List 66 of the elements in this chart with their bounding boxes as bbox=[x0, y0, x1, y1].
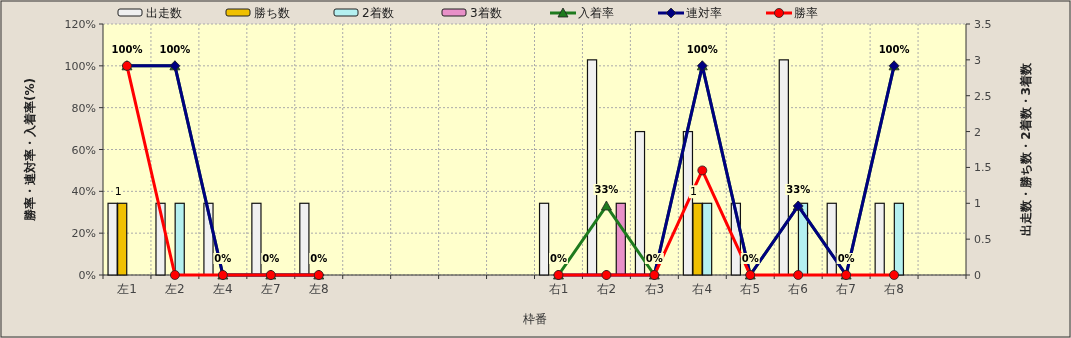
point bbox=[601, 200, 612, 211]
bar bbox=[893, 202, 905, 276]
y-axis-title: 勝率・連対率・入着率(%) bbox=[23, 78, 37, 222]
x-tick-label: 左8 bbox=[308, 282, 329, 296]
y2-tick-label: 3 bbox=[974, 53, 981, 67]
point bbox=[697, 165, 708, 176]
x-tick-label: 左2 bbox=[165, 282, 185, 296]
data-label: 0% bbox=[837, 253, 855, 264]
legend-label: 勝率 bbox=[794, 6, 818, 20]
bar bbox=[874, 202, 885, 276]
point bbox=[889, 270, 899, 280]
data-label: 1 bbox=[114, 185, 122, 199]
y-tick-label: 0% bbox=[78, 269, 96, 282]
data-label: 0% bbox=[262, 253, 280, 264]
y-tick-label: 60% bbox=[71, 143, 96, 157]
y2-tick-label: 0 bbox=[974, 269, 981, 282]
y2-tick-label: 1.5 bbox=[974, 161, 992, 175]
bar bbox=[538, 202, 550, 276]
data-label: 0% bbox=[741, 253, 759, 264]
bar bbox=[634, 130, 646, 276]
bar bbox=[174, 202, 185, 276]
data-label: 1 bbox=[690, 185, 698, 199]
legend-label: 3着数 bbox=[470, 6, 502, 20]
data-label: 0% bbox=[214, 253, 232, 264]
data-label: 100% bbox=[159, 43, 191, 55]
y2-axis-title: 出走数・勝ち数・2着数・3着数 bbox=[1019, 62, 1033, 236]
x-tick-label: 右3 bbox=[644, 282, 665, 296]
y2-tick-label: 2.5 bbox=[974, 89, 992, 103]
point bbox=[170, 270, 180, 280]
x-tick-label: 右1 bbox=[548, 282, 569, 296]
x-tick-label: 左1 bbox=[117, 282, 137, 296]
data-label: 100% bbox=[111, 43, 143, 55]
bar bbox=[299, 202, 310, 276]
x-tick-label: 左4 bbox=[213, 282, 233, 296]
y2-tick-label: 3.5 bbox=[974, 18, 992, 31]
data-label: 0% bbox=[310, 253, 328, 264]
x-tick-label: 右7 bbox=[836, 282, 856, 296]
data-label: 100% bbox=[878, 43, 910, 55]
legend-label: 出走数 bbox=[146, 6, 182, 20]
y-tick-label: 80% bbox=[71, 101, 96, 115]
bar bbox=[778, 59, 789, 276]
data-label: 0% bbox=[645, 253, 663, 264]
x-tick-label: 右4 bbox=[692, 282, 713, 296]
data-label: 33% bbox=[786, 183, 811, 195]
legend-label: 連対率 bbox=[686, 6, 722, 20]
bar bbox=[251, 202, 262, 276]
point bbox=[793, 270, 804, 280]
data-label: 0% bbox=[549, 253, 567, 264]
x-tick-label: 左7 bbox=[260, 282, 281, 296]
data-label: 33% bbox=[594, 183, 619, 195]
y2-tick-label: 1 bbox=[974, 197, 981, 211]
x-tick-label: 右2 bbox=[596, 282, 617, 296]
y-tick-label: 40% bbox=[71, 185, 96, 199]
legend-label: 2着数 bbox=[362, 6, 394, 20]
x-tick-label: 右6 bbox=[788, 282, 809, 296]
y-tick-label: 20% bbox=[71, 227, 96, 241]
y2-tick-label: 0.5 bbox=[974, 233, 992, 247]
y2-tick-label: 2 bbox=[974, 125, 981, 139]
legend-label: 勝ち数 bbox=[254, 6, 290, 20]
y-tick-label: 120% bbox=[64, 18, 96, 31]
y-tick-label: 100% bbox=[64, 59, 96, 73]
x-tick-label: 右8 bbox=[884, 282, 904, 296]
data-label: 100% bbox=[686, 43, 718, 55]
x-tick-label: 右5 bbox=[740, 282, 761, 296]
x-axis-title: 枠番 bbox=[521, 312, 547, 326]
legend-label: 入着率 bbox=[578, 6, 614, 20]
